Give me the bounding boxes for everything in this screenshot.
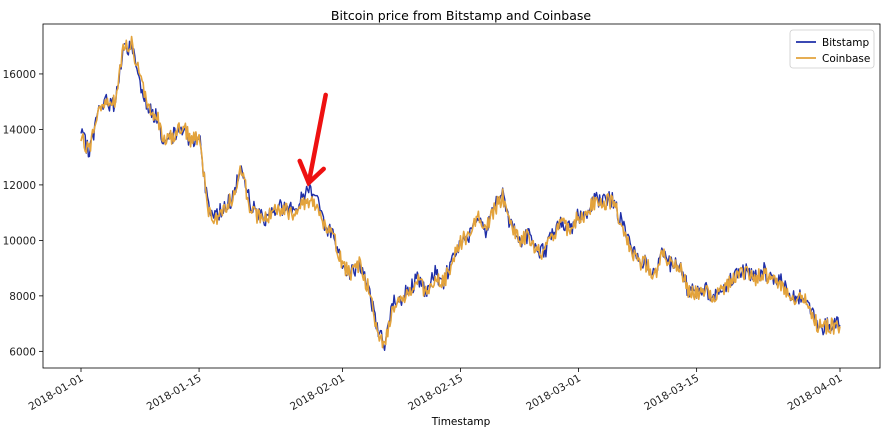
y-tick-label: 8000 [9, 291, 36, 303]
y-axis: 6000 8000 10000 12000 14000 16000 [3, 69, 43, 358]
plot-frame [42, 23, 881, 369]
legend-label-coinbase: Coinbase [822, 53, 870, 65]
x-tick-label: 2018-02-15 [406, 372, 465, 413]
y-tick-label: 16000 [3, 69, 36, 81]
annotation-arrow [297, 92, 328, 187]
chart-title: Bitcoin price from Bitstamp and Coinbase [331, 8, 591, 23]
x-axis: 2018-01-01 2018-01-15 2018-02-01 2018-02-15… [27, 368, 845, 413]
x-axis-label: Timestamp [431, 416, 491, 428]
series-layer [80, 35, 841, 351]
annotation-layer [297, 92, 328, 187]
legend-label-bitstamp: Bitstamp [822, 37, 869, 49]
x-tick-label: 2018-01-01 [27, 372, 86, 413]
series-line-bitstamp [80, 40, 841, 351]
y-tick-label: 14000 [3, 124, 36, 136]
x-tick-label: 2018-02-01 [288, 372, 347, 413]
y-tick-label: 10000 [3, 235, 36, 247]
x-tick-label: 2018-03-01 [524, 372, 583, 413]
y-tick-label: 6000 [9, 346, 36, 358]
x-tick-label: 2018-01-15 [145, 372, 204, 413]
x-tick-label: 2018-04-01 [786, 372, 845, 413]
x-tick-label: 2018-03-15 [642, 372, 701, 413]
legend: Bitstamp Coinbase [789, 29, 875, 69]
series-line-coinbase [80, 35, 841, 349]
y-tick-label: 12000 [3, 180, 36, 192]
